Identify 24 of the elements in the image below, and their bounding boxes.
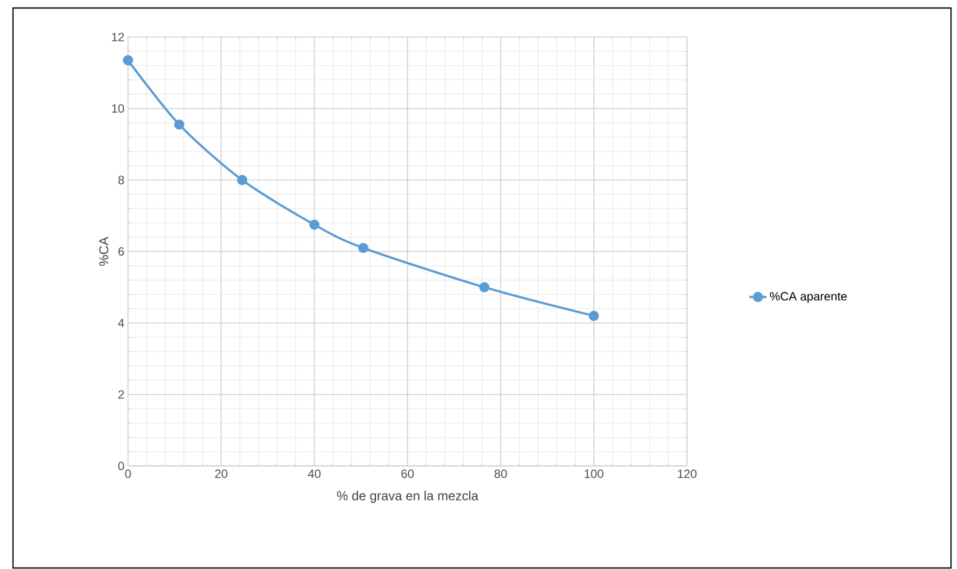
y-tick-label: 8: [118, 176, 124, 184]
x-axis-title: % de grava en la mezcla: [337, 491, 478, 504]
y-tick-label: 10: [112, 104, 124, 113]
y-tick-label: 6: [118, 247, 124, 256]
point: [479, 282, 490, 293]
legend-label: %CA aparente: [770, 292, 847, 304]
point: [358, 243, 368, 254]
point: [588, 310, 599, 322]
x-tick-label: 80: [494, 470, 507, 478]
point: [174, 120, 184, 130]
x-tick-label: 20: [215, 470, 228, 478]
y-axis-title: %CA: [99, 236, 108, 266]
x-tick-label: 120: [678, 470, 697, 478]
y-tick-label: 12: [112, 33, 124, 42]
x-tick-label: 100: [584, 470, 604, 478]
y-tick-label: 2: [118, 390, 124, 399]
y-tick-label: 0: [118, 462, 124, 470]
point: [309, 220, 320, 230]
x-tick-label: 0: [125, 470, 131, 478]
point: [237, 175, 248, 186]
x-tick-label: 60: [401, 470, 414, 478]
y-tick-label: 4: [118, 319, 124, 328]
point: [122, 55, 134, 66]
x-tick-label: 40: [308, 470, 321, 478]
